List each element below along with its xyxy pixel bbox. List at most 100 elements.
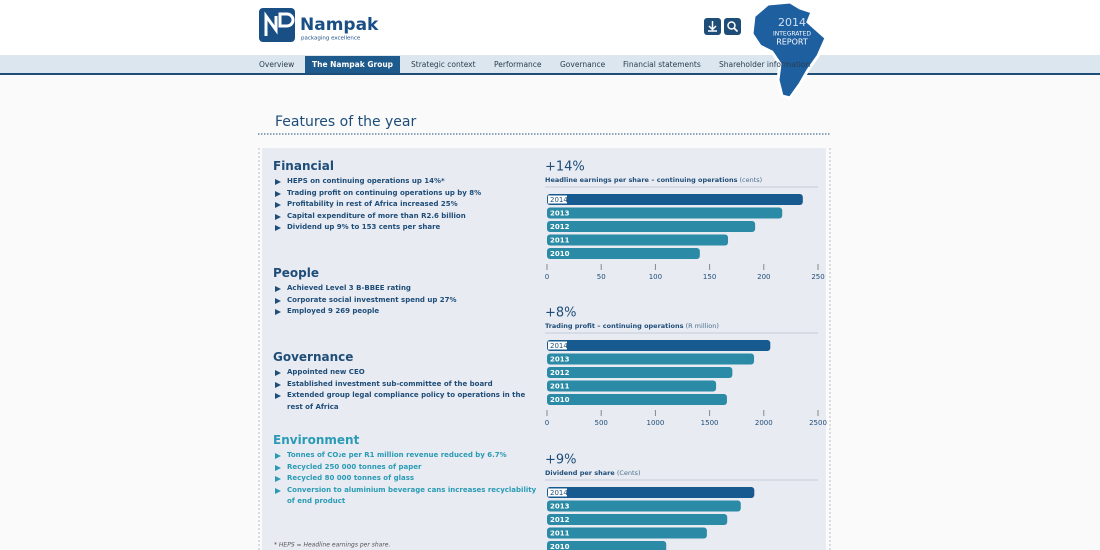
x-tick-label: 50: [597, 273, 606, 281]
section: People Achieved Level 3 B-BBEE rating Corp…: [273, 266, 538, 318]
bar: [547, 207, 783, 219]
section-item: Achieved Level 3 B-BBEE rating: [273, 283, 538, 295]
bar-label: 2011: [550, 237, 570, 245]
bar: [547, 394, 727, 405]
nav-item[interactable]: Shareholder information: [719, 60, 811, 69]
section-item: Appointed new CEO: [273, 367, 538, 379]
logo-tagline: packaging excellence: [301, 36, 361, 42]
section-item: Extended group legal compliance policy t…: [273, 390, 538, 413]
nav-item[interactable]: Financial statements: [623, 60, 701, 69]
section: Environment Tonnes of CO₂e per R1 million…: [273, 433, 538, 508]
bar-label: 2011: [550, 383, 570, 391]
logo-mark: [264, 11, 295, 36]
bar-label: 2012: [550, 516, 570, 524]
section-item: Tonnes of CO₂e per R1 million revenue re…: [273, 450, 538, 462]
section-heading: Financial: [273, 159, 334, 173]
section-item: Conversion to aluminium beverage cans in…: [273, 485, 538, 508]
x-tick-label: 0: [545, 419, 549, 427]
chart-subtitle: Headline earnings per share – continuing…: [545, 176, 762, 184]
nav-item[interactable]: Performance: [494, 60, 542, 69]
bar: [547, 234, 729, 246]
bar-label: 2013: [550, 356, 570, 364]
section-item: Corporate social investment spend up 27%: [273, 295, 538, 307]
bar: [547, 353, 755, 365]
bar: [547, 500, 741, 512]
page-title: Features of the year: [275, 114, 416, 130]
subtitle-unit: (R million): [686, 322, 719, 330]
section-item: Profitability in rest of Africa increase…: [273, 199, 538, 211]
section-item: Established investment sub-committee of …: [273, 379, 538, 391]
bar-label: 2014: [550, 342, 568, 350]
nav-item[interactable]: Strategic context: [411, 60, 476, 69]
section-item: Dividend up 9% to 153 cents per share: [273, 222, 538, 234]
bar-label-box: [548, 488, 567, 497]
section-heading: Environment: [273, 433, 360, 447]
bar: [547, 527, 707, 539]
bar-label-box: [548, 341, 567, 350]
bar: [547, 380, 717, 392]
search-handle: [733, 27, 739, 33]
section: Governance Appointed new CEO Established i…: [273, 350, 538, 413]
bar: [547, 367, 733, 378]
section-item: Employed 9 269 people: [273, 306, 538, 318]
bar-label: 2013: [550, 503, 570, 511]
search-button[interactable]: [724, 18, 741, 35]
x-tick-label: 1000: [646, 419, 664, 427]
x-tick-label: 1500: [701, 419, 719, 427]
section: Financial HEPS on continuing operations u…: [273, 159, 538, 234]
chart-subtitle: Dividend per share (Cents): [545, 469, 640, 477]
nav-item[interactable]: Overview: [259, 60, 295, 69]
subtitle-unit: (Cents): [617, 469, 641, 477]
section-item: HEPS on continuing operations up 14%*: [273, 176, 538, 188]
bar-label: 2012: [550, 369, 570, 377]
bar-label: 2010: [550, 250, 570, 258]
bar-label: 2011: [550, 530, 570, 538]
chart-subtitle: Trading profit – continuing operations (…: [545, 322, 719, 330]
chart-title: +9%: [545, 453, 577, 468]
nav-band: [0, 55, 1100, 73]
chart-title: +14%: [545, 160, 585, 175]
bar: [547, 514, 728, 525]
badge-year: 2014: [778, 16, 806, 29]
bar-label: 2014: [550, 196, 568, 204]
x-tick-label: 100: [649, 273, 662, 281]
bar-label: 2010: [550, 396, 570, 404]
bar-label: 2010: [550, 543, 570, 550]
bar-label: 2014: [550, 489, 568, 497]
nav-item[interactable]: The Nampak Group: [305, 56, 401, 73]
bar: [547, 340, 771, 351]
badge-line: INTEGRATED: [773, 31, 811, 38]
x-tick-label: 0: [545, 273, 549, 281]
x-tick-label: 2500: [809, 419, 827, 427]
nav-rule: [0, 73, 1100, 75]
bar-label-box: [548, 195, 567, 204]
chart-title: +8%: [545, 306, 577, 321]
subtitle-text: Headline earnings per share – continuing…: [545, 176, 738, 184]
section-item: Capital expenditure of more than R2.6 bi…: [273, 211, 538, 223]
download-icon: [708, 21, 717, 32]
search-icon: [727, 21, 736, 30]
subtitle-text: Trading profit – continuing operations: [545, 322, 684, 330]
bar-label: 2012: [550, 223, 570, 231]
x-tick-label: 250: [811, 273, 824, 281]
bar: [547, 487, 755, 498]
africa-badge: [750, 0, 828, 100]
footnote: * HEPS = Headline earnings per share.: [274, 542, 390, 549]
logo-name: Nampak: [300, 15, 379, 35]
badge-line: REPORT: [776, 38, 808, 47]
x-tick-label: 2000: [755, 419, 773, 427]
section-item: Recycled 250 000 tonnes of paper: [273, 462, 538, 474]
section-item: Trading profit on continuing operations …: [273, 188, 538, 200]
bar-label: 2013: [550, 210, 570, 218]
bar: [547, 541, 667, 550]
bar: [547, 248, 700, 259]
x-tick-label: 500: [595, 419, 608, 427]
section-heading: People: [273, 266, 320, 280]
x-tick-label: 150: [703, 273, 716, 281]
nav-item[interactable]: Governance: [560, 60, 606, 69]
section-item: Recycled 80 000 tonnes of glass: [273, 473, 538, 485]
bar: [547, 194, 803, 205]
subtitle-unit: (cents): [740, 176, 763, 184]
